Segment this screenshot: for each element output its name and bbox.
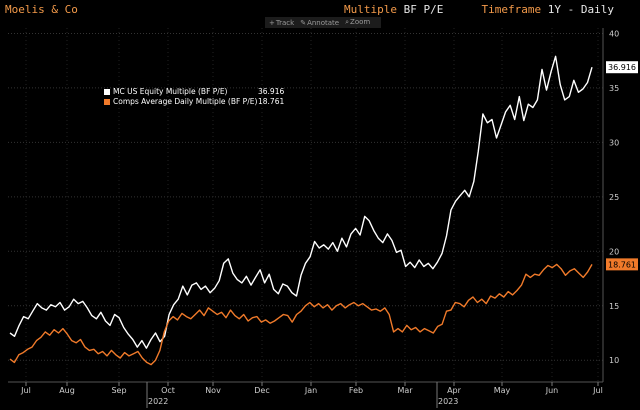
legend-swatch-comps xyxy=(104,99,110,105)
legend-value-comps: 18.761 xyxy=(258,97,285,106)
series-line-mc xyxy=(9,55,593,349)
x-tick-label: Jul xyxy=(592,386,603,395)
y-tick-label: 15 xyxy=(609,302,619,311)
chart-toolbar: +Track ✎Annotate ⌕Zoom xyxy=(265,17,381,28)
legend-label-mc: MC US Equity Multiple (BF P/E) xyxy=(113,87,228,96)
y-tick-label: 10 xyxy=(609,356,619,365)
multiple-label: Multiple xyxy=(344,3,397,16)
x-tick-label: Apr xyxy=(447,386,462,395)
last-value-label-comps: 18.761 xyxy=(608,260,636,269)
y-tick-label: 25 xyxy=(609,193,619,202)
y-tick-label: 35 xyxy=(609,84,619,93)
x-tick-label: Oct xyxy=(161,386,175,395)
last-value-label-mc: 36.916 xyxy=(608,63,636,72)
track-button[interactable]: +Track xyxy=(269,19,294,27)
multiple-field[interactable]: Multiple BF P/E xyxy=(344,3,443,16)
y-tick-label: 20 xyxy=(609,247,619,256)
legend-value-mc: 36.916 xyxy=(258,87,285,96)
pencil-icon: ✎ xyxy=(300,18,307,27)
security-title: Moelis & Co xyxy=(5,3,78,16)
last-value-badge-mc xyxy=(606,61,638,74)
timeframe-field[interactable]: Timeframe 1Y - Daily xyxy=(482,3,614,16)
x-tick-label: Aug xyxy=(59,386,75,395)
y-tick-label: 40 xyxy=(609,29,619,38)
legend: MC US Equity Multiple (BF P/E) 36.916 Co… xyxy=(104,87,284,107)
x-tick-label: Jul xyxy=(20,386,31,395)
track-label: Track xyxy=(275,18,295,27)
zoom-label: Zoom xyxy=(350,18,371,26)
crosshair-icon: + xyxy=(269,18,275,27)
multiple-value[interactable]: BF P/E xyxy=(403,3,444,16)
legend-entry-comps: Comps Average Daily Multiple (BF P/E) 18… xyxy=(104,97,284,107)
x-tick-label: Jun xyxy=(545,386,559,395)
x-tick-label: Jan xyxy=(304,386,317,395)
zoom-button[interactable]: ⌕Zoom xyxy=(345,18,370,27)
x-tick-label: Sep xyxy=(111,386,126,395)
y-tick-label: 30 xyxy=(609,138,619,147)
x-tick-label: Nov xyxy=(205,386,221,395)
year-label: 2023 xyxy=(438,397,458,406)
x-tick-label: Feb xyxy=(349,386,363,395)
x-tick-label: Dec xyxy=(254,386,269,395)
magnifier-icon: ⌕ xyxy=(345,18,350,26)
annotate-button[interactable]: ✎Annotate xyxy=(300,19,339,27)
x-tick-label: May xyxy=(494,386,511,395)
annotate-label: Annotate xyxy=(307,18,340,27)
timeframe-label: Timeframe xyxy=(481,3,542,16)
timeframe-value[interactable]: 1Y - Daily xyxy=(547,3,614,16)
year-label: 2022 xyxy=(148,397,168,406)
legend-swatch-mc xyxy=(104,89,110,95)
legend-entry-mc: MC US Equity Multiple (BF P/E) 36.916 xyxy=(104,87,284,97)
x-tick-label: Mar xyxy=(397,386,413,395)
last-value-badge-comps xyxy=(606,258,638,271)
series-line-comps xyxy=(9,263,593,366)
legend-label-comps: Comps Average Daily Multiple (BF P/E) xyxy=(113,97,258,106)
